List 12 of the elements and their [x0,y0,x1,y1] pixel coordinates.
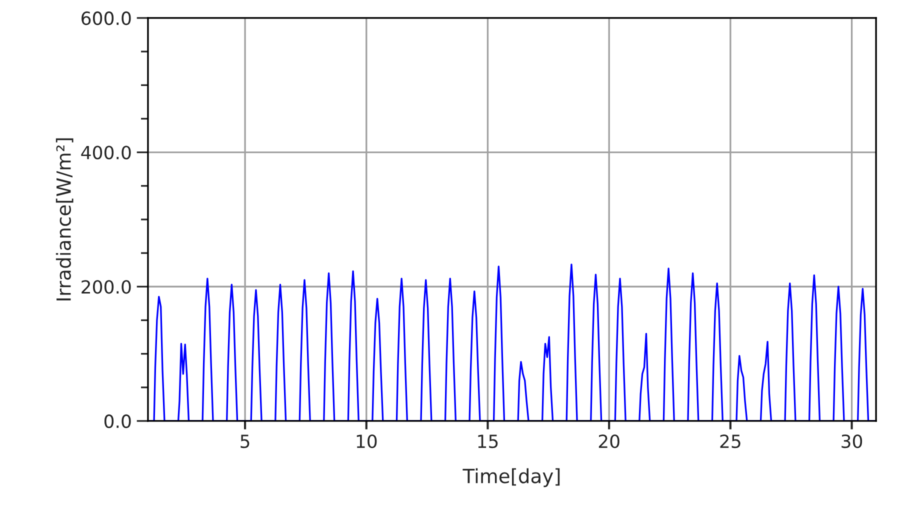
y-axis-title: Irradiance[W/m²] [56,138,74,300]
x-tick-label: 5 [240,434,250,448]
x-tick-label: 20 [598,434,620,448]
y-tick-label: 0.0 [104,414,131,428]
x-tick-label: 15 [478,434,498,448]
x-tick-label: 10 [356,434,377,448]
x-axis-title: Time[day] [462,468,560,488]
y-tick-label: 200.0 [82,280,131,294]
y-tick-label: 600.0 [82,11,131,26]
x-tick-label: 30 [842,434,862,448]
y-tick-label: 400.0 [81,146,131,160]
x-tick-label: 25 [720,434,740,448]
